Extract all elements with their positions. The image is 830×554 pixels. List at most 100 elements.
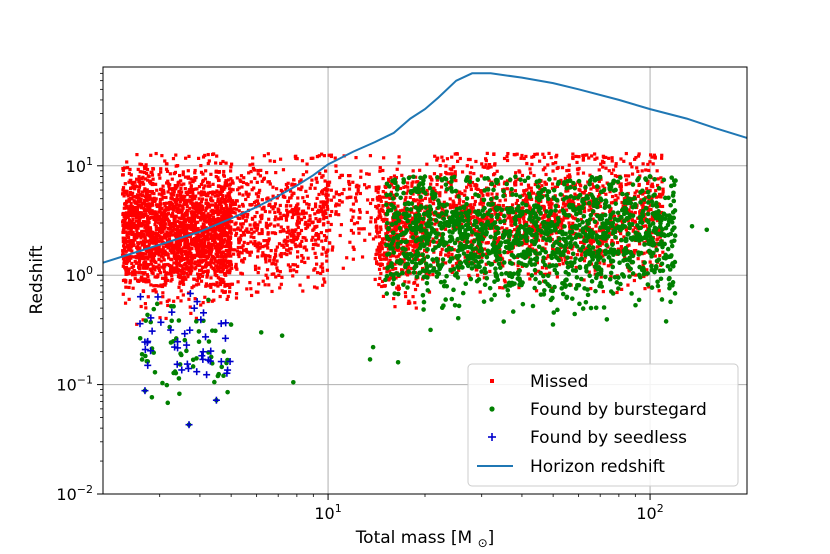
missed-point: [156, 204, 161, 208]
missed-point: [121, 168, 125, 172]
missed-point: [226, 283, 230, 287]
missed-point: [524, 154, 528, 159]
missed-point: [299, 187, 303, 192]
missed-point: [495, 169, 499, 173]
missed-point: [596, 195, 601, 199]
missed-point: [523, 212, 528, 216]
missed-point: [224, 224, 228, 229]
missed-point: [657, 202, 661, 207]
missed-point: [232, 228, 236, 232]
missed-point: [235, 227, 240, 231]
missed-point: [406, 181, 410, 185]
missed-point: [187, 297, 191, 301]
missed-point: [140, 221, 144, 226]
missed-point: [345, 196, 349, 200]
missed-point: [314, 243, 318, 247]
missed-point: [378, 255, 382, 259]
missed-point: [132, 221, 136, 225]
missed-point: [392, 193, 396, 197]
missed-point: [602, 160, 606, 165]
missed-point: [189, 238, 194, 242]
missed-point: [597, 192, 602, 196]
missed-point: [236, 188, 240, 192]
missed-point: [228, 285, 232, 290]
missed-point: [543, 180, 547, 184]
missed-point: [142, 229, 146, 233]
missed-point: [205, 235, 209, 240]
missed-point: [325, 254, 329, 258]
missed-point: [158, 201, 162, 205]
missed-point: [470, 165, 474, 169]
missed-point: [193, 260, 198, 264]
missed-point: [209, 232, 213, 236]
missed-point: [660, 156, 664, 160]
missed-point: [144, 196, 149, 200]
missed-point: [412, 281, 416, 285]
missed-point: [183, 219, 188, 224]
missed-point: [123, 301, 128, 305]
missed-point: [407, 264, 411, 268]
missed-point: [180, 254, 184, 259]
missed-point: [222, 212, 226, 216]
missed-point: [219, 204, 224, 208]
missed-point: [230, 220, 234, 224]
missed-point: [211, 229, 215, 233]
missed-point: [391, 201, 395, 205]
missed-point: [176, 270, 180, 275]
missed-point: [121, 236, 125, 240]
missed-point: [255, 243, 260, 247]
missed-point: [481, 201, 486, 205]
missed-point: [269, 222, 273, 226]
missed-point: [588, 204, 592, 208]
missed-point: [301, 196, 305, 200]
missed-point: [352, 209, 356, 213]
missed-point: [123, 182, 127, 186]
missed-point: [134, 211, 138, 215]
missed-point: [213, 194, 217, 198]
missed-point: [398, 252, 402, 256]
missed-point: [624, 227, 628, 232]
missed-point: [125, 234, 129, 238]
missed-point: [168, 227, 172, 231]
missed-point: [546, 254, 551, 258]
missed-point: [334, 192, 338, 196]
missed-point: [181, 282, 186, 286]
missed-point: [594, 251, 598, 255]
missed-point: [573, 231, 577, 236]
missed-point: [481, 193, 485, 198]
missed-point: [597, 179, 601, 184]
missed-point: [408, 221, 412, 225]
missed-point: [180, 204, 184, 208]
missed-point: [303, 260, 307, 265]
missed-point: [403, 222, 408, 226]
missed-point: [520, 153, 524, 158]
missed-point: [498, 286, 502, 290]
missed-point: [660, 180, 664, 184]
missed-point: [228, 246, 233, 250]
missed-point: [154, 215, 158, 219]
missed-point: [137, 219, 141, 223]
missed-point: [146, 219, 150, 223]
missed-point: [148, 196, 152, 201]
missed-point: [225, 183, 229, 188]
missed-point: [560, 224, 564, 228]
missed-point: [194, 247, 198, 251]
missed-point: [145, 273, 149, 277]
missed-point: [216, 233, 221, 237]
missed-point: [610, 238, 614, 243]
missed-point: [470, 233, 474, 237]
missed-point: [484, 262, 488, 266]
missed-point: [379, 241, 384, 245]
missed-point: [167, 242, 171, 246]
missed-point: [137, 234, 142, 238]
missed-point: [601, 254, 605, 258]
missed-point: [317, 235, 321, 239]
missed-point: [597, 168, 601, 172]
missed-point: [209, 236, 213, 240]
missed-point: [584, 202, 588, 206]
missed-point: [297, 212, 301, 216]
missed-point: [268, 159, 272, 163]
missed-point: [621, 204, 625, 208]
missed-point: [140, 234, 144, 238]
missed-point: [304, 248, 309, 252]
